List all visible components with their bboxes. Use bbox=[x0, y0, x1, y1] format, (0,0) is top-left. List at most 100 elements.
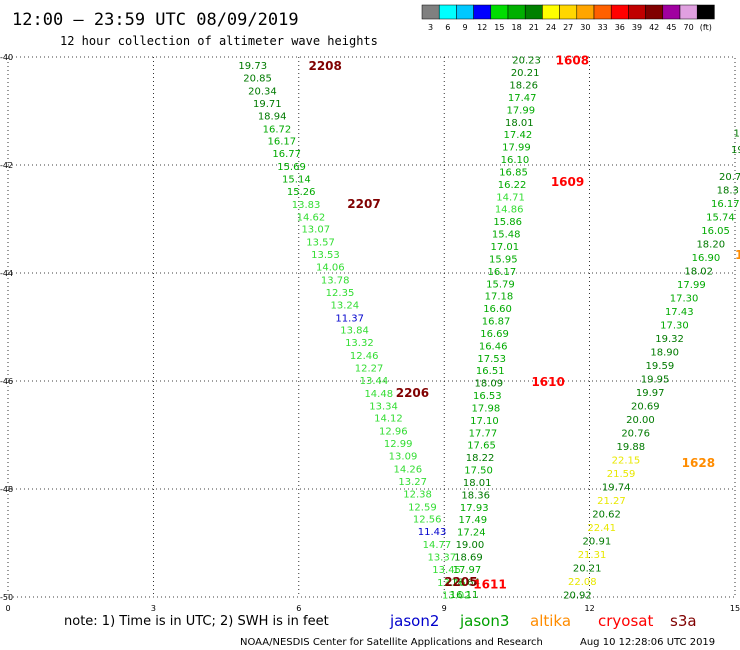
swh-value-s3a: 14.77 bbox=[423, 540, 452, 551]
y-tick-label: -40 bbox=[0, 53, 13, 62]
swh-value-s3a: 15.26 bbox=[287, 187, 316, 198]
swh-value-altika: 20.91 bbox=[583, 536, 612, 547]
swh-value-altika: 20.21 bbox=[573, 563, 602, 574]
legend-swatch bbox=[490, 4, 509, 20]
mission-label-cryosat: cryosat bbox=[598, 612, 653, 630]
swh-value-s3a: 16.72 bbox=[263, 124, 292, 135]
legend-label: (ft) bbox=[700, 23, 712, 32]
pass-label-cryosat: 1609 bbox=[551, 175, 584, 189]
swh-value-s3a: 14.12 bbox=[374, 414, 403, 425]
legend-swatch bbox=[662, 4, 681, 20]
swh-value-s3a: 20.85 bbox=[243, 74, 272, 85]
pass-label-altika: 16 bbox=[735, 248, 740, 262]
swh-value-altika: 21.27 bbox=[597, 496, 626, 507]
swh-value-s3a: 12.35 bbox=[326, 288, 355, 299]
x-tick-label: 15 bbox=[730, 604, 740, 613]
swh-value-cryosat: 18.36 bbox=[461, 490, 490, 501]
swh-value-altika: 20.62 bbox=[592, 509, 621, 520]
swh-value-cryosat: 15.79 bbox=[486, 279, 515, 290]
legend-label: 27 bbox=[563, 23, 573, 32]
swh-value-altika: 20.7 bbox=[719, 172, 740, 183]
swh-value-cryosat: 17.77 bbox=[469, 428, 498, 439]
x-tick-label: 3 bbox=[151, 604, 156, 613]
legend-swatch bbox=[456, 4, 474, 20]
plot-frame bbox=[7, 56, 736, 598]
legend-swatch bbox=[696, 4, 715, 20]
chart-title: 12:00 – 23:59 UTC 08/09/2019 bbox=[12, 10, 299, 30]
swh-value-altika: 18 bbox=[733, 129, 740, 140]
swh-value-s3a: 19.71 bbox=[253, 99, 282, 110]
swh-value-cryosat: 17.18 bbox=[485, 292, 514, 303]
swh-value-cryosat: 14.86 bbox=[495, 205, 524, 216]
swh-value-cryosat: 17.93 bbox=[460, 503, 489, 514]
swh-value-s3a: 13.07 bbox=[301, 225, 330, 236]
pass-label-cryosat: 1610 bbox=[531, 375, 564, 389]
swh-value-cryosat: 16.46 bbox=[479, 341, 508, 352]
legend-label: 33 bbox=[598, 23, 608, 32]
swh-value-cryosat: 14.71 bbox=[496, 192, 525, 203]
pass-label-s3a: 2206 bbox=[396, 386, 429, 400]
x-tick-label: 0 bbox=[5, 604, 10, 613]
legend-label: 42 bbox=[649, 23, 659, 32]
swh-value-altika: 18.02 bbox=[684, 266, 713, 277]
swh-value-cryosat: 17.99 bbox=[506, 105, 535, 116]
swh-value-altika: 19.59 bbox=[646, 361, 675, 372]
legend-label: 18 bbox=[512, 23, 522, 32]
swh-value-cryosat: 17.65 bbox=[467, 441, 496, 452]
swh-value-cryosat: 15.48 bbox=[492, 230, 521, 241]
swh-value-s3a: 13.24 bbox=[331, 300, 360, 311]
swh-value-altika: 21.59 bbox=[607, 469, 636, 480]
swh-value-cryosat: 16.69 bbox=[480, 329, 509, 340]
swh-value-cryosat: 18.01 bbox=[463, 478, 492, 489]
data-points: 19.7320.8520.3419.7118.9416.7216.1716.77… bbox=[238, 56, 740, 602]
swh-value-altika: 16.90 bbox=[692, 253, 721, 264]
swh-value-s3a: 14.62 bbox=[297, 212, 326, 223]
legend-label: 12 bbox=[477, 23, 487, 32]
swh-value-cryosat: 18.09 bbox=[474, 379, 503, 390]
pass-label-cryosat: 1608 bbox=[556, 54, 589, 68]
swh-value-altika: 18.3 bbox=[717, 185, 739, 196]
swh-value-s3a: 13.78 bbox=[321, 275, 350, 286]
swh-value-s3a: 13.16 bbox=[437, 578, 466, 589]
legend-swatch bbox=[576, 4, 595, 20]
swh-value-cryosat: 16.51 bbox=[476, 366, 505, 377]
swh-value-cryosat: 16.10 bbox=[501, 155, 530, 166]
swh-value-s3a: 14.48 bbox=[364, 389, 393, 400]
swh-value-s3a: 15.69 bbox=[277, 162, 306, 173]
swh-value-cryosat: 15.86 bbox=[493, 217, 522, 228]
legend-swatch bbox=[559, 4, 578, 20]
swh-value-cryosat: 16.53 bbox=[473, 391, 502, 402]
swh-value-cryosat: 18.01 bbox=[505, 118, 534, 129]
pass-label-altika: 1628 bbox=[682, 456, 715, 470]
pass-labels: 2208 2207 2206 2205 1608 1609 1610 1611 1628 16 bbox=[308, 54, 740, 592]
swh-value-s3a: 13.02 bbox=[442, 590, 471, 601]
swh-value-s3a: 13.09 bbox=[389, 452, 418, 463]
legend-label: 9 bbox=[462, 23, 467, 32]
legend-label: 15 bbox=[494, 23, 504, 32]
swh-value-cryosat: 17.99 bbox=[502, 143, 531, 154]
swh-value-altika: 19.88 bbox=[616, 442, 645, 453]
legend-label: 30 bbox=[580, 23, 590, 32]
swh-value-s3a: 16.17 bbox=[268, 137, 297, 148]
legend-label: 3 bbox=[428, 23, 433, 32]
swh-value-cryosat: 19.00 bbox=[456, 540, 485, 551]
legend-swatch bbox=[524, 4, 543, 20]
plot-grid bbox=[7, 56, 736, 598]
swh-value-s3a: 12.27 bbox=[355, 364, 384, 375]
swh-value-cryosat: 17.10 bbox=[470, 416, 499, 427]
swh-value-altika: 20.69 bbox=[631, 401, 660, 412]
swh-value-s3a: 12.96 bbox=[379, 427, 408, 438]
swh-value-altika: 22.08 bbox=[568, 577, 597, 588]
legend-swatch bbox=[628, 4, 646, 20]
swh-value-s3a: 13.83 bbox=[292, 200, 321, 211]
swh-value-cryosat: 17.98 bbox=[472, 403, 501, 414]
legend-label: 70 bbox=[684, 23, 694, 32]
swh-value-altika: 19.95 bbox=[641, 374, 670, 385]
swh-value-s3a: 12.59 bbox=[408, 502, 437, 513]
swh-value-cryosat: 17.42 bbox=[504, 130, 533, 141]
swh-value-altika: 20.76 bbox=[621, 428, 650, 439]
legend-swatch bbox=[593, 4, 612, 20]
x-tick-label: 9 bbox=[442, 604, 447, 613]
legend-label: 39 bbox=[632, 23, 642, 32]
